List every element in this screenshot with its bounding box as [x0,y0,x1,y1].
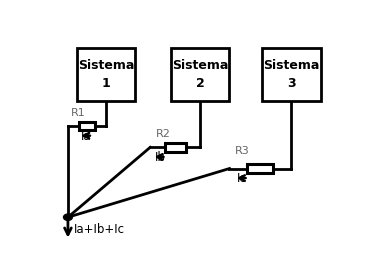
Text: R2: R2 [156,129,171,139]
Circle shape [64,214,72,220]
Text: Sistema
1: Sistema 1 [78,59,134,90]
Text: R3: R3 [235,146,250,156]
Text: Ia+Ib+Ic: Ia+Ib+Ic [74,223,125,236]
Bar [164,143,186,152]
Text: Ib: Ib [155,151,166,164]
Text: Ia: Ia [81,130,92,143]
Bar [77,48,136,101]
Text: Sistema
2: Sistema 2 [172,59,228,90]
Text: Ic: Ic [237,172,247,185]
Text: Sistema
3: Sistema 3 [263,59,319,90]
Text: R1: R1 [71,108,86,118]
Bar [171,48,230,101]
Bar [262,48,321,101]
Bar [79,122,95,130]
Bar [247,164,273,173]
